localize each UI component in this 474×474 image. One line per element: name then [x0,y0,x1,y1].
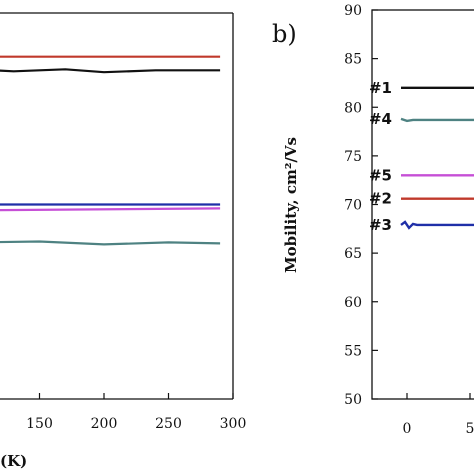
legend-label: #1 [369,79,392,97]
panel-b-y-axis-label: Mobility, cm²/Vs [282,137,300,273]
panel-a-x-tick-label: 200 [91,416,118,432]
panel-b-y-tick-label: 65 [344,246,362,262]
panel-a-x-axis-label: (K) [0,452,27,470]
panel-b-y-tick-label: 60 [344,295,362,311]
legend-label: #3 [369,216,392,234]
panel-b-y-tick-label: 55 [344,343,362,359]
panel-a-series-2 [0,68,221,74]
legend-label: #4 [369,110,392,128]
panel-a-x-tick-label: 150 [26,416,53,432]
panel-b-y-tick-label: 90 [344,3,362,19]
panel-b-y-tick-label: 85 [344,52,362,68]
legend-label: #5 [369,166,392,184]
panel-a-series-5 [0,240,221,246]
panel-a-x-tick-label: 250 [155,416,182,432]
legend-line [400,220,474,230]
legend-label: #2 [369,190,392,208]
panel-b-y-tick-label: 50 [344,392,362,408]
panel-a-series-4 [0,207,221,212]
panel-a: 150 200 250 300 (K) [0,12,247,470]
panel-b: b) 50 55 60 65 70 75 80 85 90 0 5 Mobility, cm²/Vs… [272,3,474,437]
panel-b-y-tick-label: 70 [344,198,362,214]
panel-b-y-tick-label: 75 [344,149,362,165]
panel-a-x-tick-label: 300 [220,416,247,432]
legend-line [400,117,474,123]
panel-b-x-tick-label: 5 [466,421,474,437]
panel-b-label: b) [272,20,297,48]
panel-b-y-tick-label: 80 [344,100,362,116]
panel-b-x-tick-label: 0 [403,421,412,437]
